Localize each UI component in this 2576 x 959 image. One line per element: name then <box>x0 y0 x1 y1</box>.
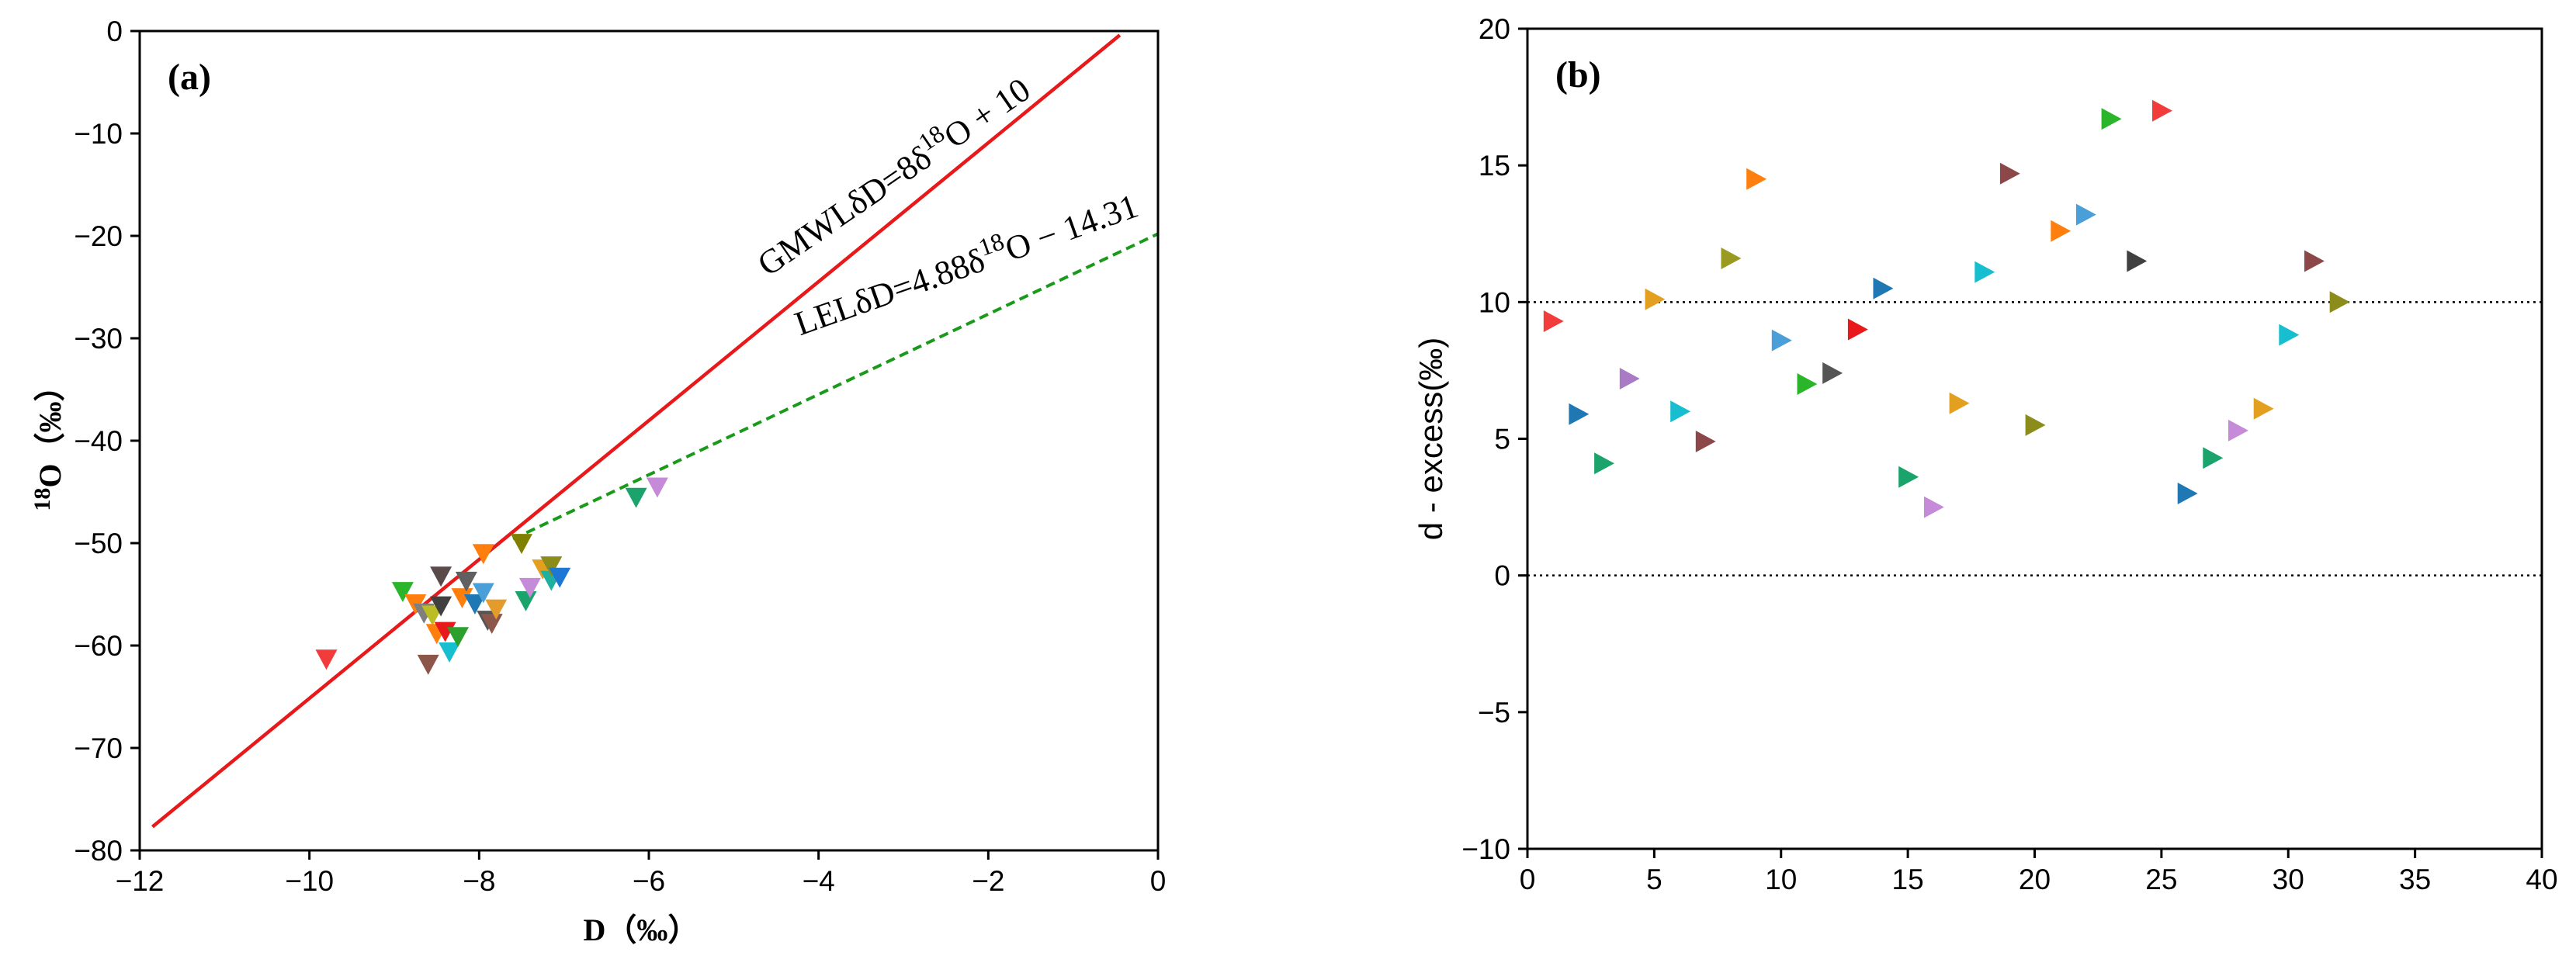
x-tick-label: 0 <box>1520 864 1536 895</box>
data-point <box>2101 108 2122 130</box>
y-axis-label: d - excess(‰) <box>1413 338 1449 540</box>
data-point <box>451 588 473 608</box>
y-axis-label: 18O（‰） <box>29 370 68 511</box>
data-point <box>1645 288 1666 310</box>
lel-line <box>512 232 1158 541</box>
data-point <box>455 571 477 592</box>
y-tick-label: 10 <box>1479 286 1510 318</box>
x-tick-label: −6 <box>633 865 665 897</box>
data-point <box>1999 162 2020 185</box>
y-tick-label: −50 <box>74 528 123 559</box>
plot-frame <box>1526 27 2543 850</box>
y-tick-label: 15 <box>1479 150 1510 182</box>
x-axis-label: D（‰） <box>584 912 699 947</box>
data-point <box>2152 99 2172 122</box>
data-point <box>2304 250 2325 272</box>
data-point <box>1771 329 1792 351</box>
data-point <box>1847 318 1868 341</box>
data-point <box>1949 392 1970 414</box>
data-point <box>2228 419 2248 441</box>
data-point <box>515 591 537 611</box>
x-tick-label: −4 <box>803 865 835 897</box>
data-point <box>540 556 563 576</box>
data-point <box>2253 397 2274 420</box>
y-tick-label: 5 <box>1494 424 1510 455</box>
data-point <box>315 649 338 670</box>
x-tick-label: 10 <box>1765 864 1797 895</box>
x-tick-label: −10 <box>285 865 334 897</box>
y-tick-label: −40 <box>74 425 123 457</box>
y-tick-label: −20 <box>74 220 123 252</box>
data-point <box>2177 483 2198 504</box>
x-tick-label: 35 <box>2399 864 2431 895</box>
panel-b: 0 5 10 15 20 25 30 35 40 −10 −5 0 5 10 15 20 (b) d - exce… <box>1413 13 2558 895</box>
data-point <box>439 642 461 663</box>
data-point <box>1822 362 1843 384</box>
y-tick-label: −10 <box>1461 833 1510 865</box>
data-point <box>447 627 469 648</box>
x-tick-label: −2 <box>972 865 1004 897</box>
data-point <box>518 577 541 598</box>
data-point <box>434 621 456 642</box>
data-point <box>1797 373 1818 395</box>
panel-label: (a) <box>168 57 211 98</box>
data-point <box>1619 368 1640 389</box>
data-point <box>1923 496 1944 518</box>
data-point <box>472 544 494 565</box>
x-tick-label: 5 <box>1646 864 1662 895</box>
y-tick-label: −10 <box>74 118 123 150</box>
y-tick-label: −70 <box>74 732 123 764</box>
plot-frame <box>138 29 1160 852</box>
data-point <box>2329 291 2350 313</box>
panel-a: −12 −10 −8 −6 −4 −2 0−80−70−60−50−40−30−20−100… <box>29 16 1166 947</box>
data-point <box>646 477 668 498</box>
data-point <box>472 583 494 604</box>
data-point <box>1746 168 1767 190</box>
y-tick-label: −60 <box>74 630 123 662</box>
data-point <box>485 599 508 620</box>
x-tick-label: 25 <box>2145 864 2177 895</box>
data-point <box>549 567 571 588</box>
data-point <box>463 594 486 615</box>
data-point <box>511 534 532 554</box>
x-tick-label: 30 <box>2273 864 2304 895</box>
y-tick-label: −5 <box>1478 697 1510 729</box>
gmwl-line <box>151 33 1122 829</box>
x-tick-label: 15 <box>1892 864 1924 895</box>
y-tick-label: 0 <box>106 16 123 47</box>
data-point <box>2051 220 2072 242</box>
data-point <box>1695 431 1716 452</box>
data-point <box>430 596 452 617</box>
data-point <box>1569 403 1590 425</box>
data-point <box>2203 447 2224 469</box>
data-point <box>1974 261 1995 283</box>
y-tick-label: 20 <box>1479 13 1510 45</box>
data-point <box>1721 248 1742 269</box>
data-point <box>625 487 647 508</box>
y-tick-label: 0 <box>1494 560 1510 592</box>
x-tick-label: −8 <box>463 865 495 897</box>
data-point <box>391 582 414 602</box>
data-point <box>430 566 452 587</box>
data-point <box>2279 324 2300 346</box>
data-point <box>1543 310 1564 332</box>
data-point <box>2025 414 2046 436</box>
data-point <box>2075 203 2096 226</box>
x-tick-label: 20 <box>2019 864 2051 895</box>
data-point <box>480 614 503 634</box>
data-point <box>1898 466 1919 488</box>
x-tick-label: 0 <box>1150 865 1167 897</box>
y-tick-label: −80 <box>74 835 123 867</box>
data-point <box>417 654 439 675</box>
x-tick-label: 40 <box>2526 864 2557 895</box>
data-point <box>1873 277 1894 299</box>
data-point <box>1594 452 1614 475</box>
panel-label: (b) <box>1555 54 1601 95</box>
data-point <box>2127 250 2148 272</box>
x-tick-label: −12 <box>116 865 165 897</box>
data-point <box>1670 400 1691 423</box>
y-tick-label: −30 <box>74 323 123 355</box>
